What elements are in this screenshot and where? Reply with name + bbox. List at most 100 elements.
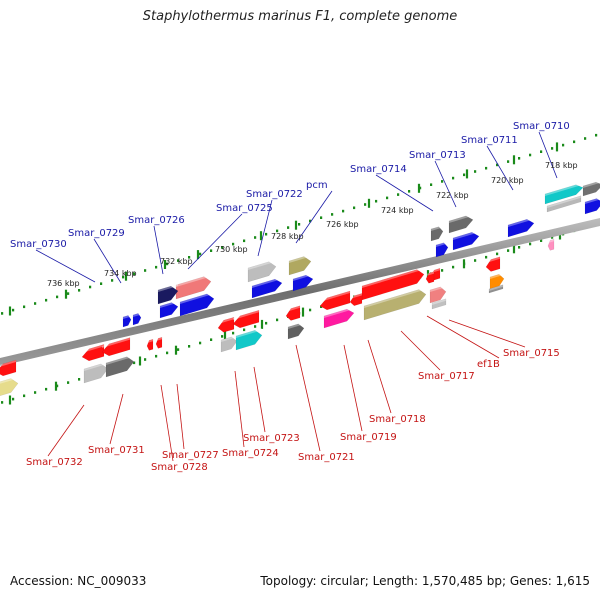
tick-row-top-dot xyxy=(12,308,15,312)
gene-feature-highlight xyxy=(289,254,311,263)
tick-row-top-dot xyxy=(408,190,411,193)
gene-feature xyxy=(319,290,351,311)
tick-row-bottom-dot xyxy=(166,351,169,355)
gene-label-smar_0713: Smar_0713 xyxy=(409,150,466,161)
tick-row-top-dot xyxy=(463,173,466,177)
tick-row-bottom-dot xyxy=(265,321,268,325)
tick-label-726kbp: 726 kbp xyxy=(326,220,359,229)
tick-row-bottom-dot xyxy=(1,401,4,404)
tick-row-top-dot xyxy=(111,279,114,282)
gene-feature xyxy=(488,284,504,294)
tick-row-top-major-tick xyxy=(294,220,298,230)
gene-feature xyxy=(101,337,131,357)
tick-row-bottom-dot xyxy=(155,354,158,358)
tick-row-top-dot xyxy=(595,133,598,137)
tick-row-top-major-tick xyxy=(259,231,263,241)
gene-feature xyxy=(323,308,355,329)
tick-row-top-dot xyxy=(320,216,323,219)
tick-row-top-dot xyxy=(144,269,147,272)
tick-row-top-dot xyxy=(441,180,444,183)
gene-feature xyxy=(430,226,444,242)
leader-line-bottom xyxy=(343,344,363,432)
gene-feature-highlight xyxy=(436,241,448,247)
tick-row-top-dot xyxy=(254,236,257,239)
tick-row-top-dot xyxy=(518,157,521,160)
tick-row-bottom-major-tick xyxy=(223,331,227,340)
gene-feature-highlight xyxy=(0,360,16,367)
tick-row-top-dot xyxy=(23,305,26,309)
tick-row-top-dot xyxy=(375,199,378,203)
gene-feature xyxy=(235,330,263,351)
tick-row-bottom-dot xyxy=(199,341,202,345)
tick-row-top-dot xyxy=(551,147,554,150)
gene-label-smar_0718: Smar_0718 xyxy=(369,414,426,425)
tick-label-730kbp: 730 kbp xyxy=(215,245,248,254)
gene-feature-highlight xyxy=(106,354,134,365)
tick-row-bottom-major-tick xyxy=(174,345,178,355)
tick-row-bottom-dot xyxy=(485,255,488,259)
tick-row-bottom-dot xyxy=(551,236,554,239)
gene-feature-highlight xyxy=(123,314,131,319)
gene-feature-highlight xyxy=(489,284,503,291)
leader-line-bottom xyxy=(109,393,124,445)
leader-line-bottom xyxy=(253,366,266,433)
tick-row-top-dot xyxy=(364,203,367,206)
tick-row-top-dot xyxy=(287,226,290,229)
tick-row-top-dot xyxy=(474,170,477,173)
backbone-band xyxy=(0,218,600,366)
gene-feature xyxy=(361,269,425,301)
tick-row-bottom-dot xyxy=(78,378,81,381)
tick-row-bottom-dot xyxy=(210,338,213,341)
tick-row-bottom-dot xyxy=(309,308,312,312)
gene-feature xyxy=(546,195,582,213)
leader-line-bottom xyxy=(448,319,526,348)
feature-layer xyxy=(0,180,600,397)
gene-feature xyxy=(0,359,17,377)
gene-feature xyxy=(425,271,435,284)
gene-feature xyxy=(435,242,449,258)
tick-row-top-dot xyxy=(221,246,224,249)
gene-label-smar_0717: Smar_0717 xyxy=(418,371,475,382)
tick-row-bottom-major-tick xyxy=(8,395,12,405)
tick-row-top-dot xyxy=(166,262,169,266)
tick-row-bottom-dot xyxy=(232,331,235,335)
tick-row-top-dot xyxy=(342,209,345,213)
gene-feature-highlight xyxy=(0,376,18,384)
gene-feature-highlight xyxy=(160,300,178,308)
backbone xyxy=(0,218,600,366)
tick-row-bottom-dot xyxy=(23,394,26,398)
tick-row-bottom-major-tick xyxy=(260,319,264,329)
gene-feature xyxy=(285,305,301,321)
gene-feature-highlight xyxy=(547,195,581,208)
gene-feature xyxy=(175,276,212,300)
gene-feature xyxy=(179,293,215,317)
gene-label-smar_0726: Smar_0726 xyxy=(128,215,185,226)
tick-row-top-major-tick xyxy=(512,155,516,165)
gene-feature-highlight xyxy=(362,267,424,288)
gene-feature xyxy=(452,232,480,251)
tick-label-734kbp: 734 kbp xyxy=(104,269,137,278)
leader-line-bottom xyxy=(400,330,441,371)
tick-row-bottom-major-tick xyxy=(462,259,466,269)
tick-row-top-dot xyxy=(89,285,92,289)
gene-feature-highlight xyxy=(248,259,276,270)
tick-label-720kbp: 720 kbp xyxy=(491,176,524,185)
gene-feature xyxy=(292,274,314,292)
accession-text: Accession: NC_009033 xyxy=(10,574,147,588)
gene-feature xyxy=(0,378,19,397)
gene-feature xyxy=(448,215,474,234)
gene-feature xyxy=(146,338,154,351)
tick-row-bottom-dot xyxy=(441,269,444,272)
gene-feature-highlight xyxy=(293,273,313,281)
gene-feature-highlight xyxy=(102,337,130,348)
tick-row-bottom-dot xyxy=(45,387,48,391)
tick-row-top-dot xyxy=(386,196,389,200)
tick-row-bottom-dot xyxy=(320,305,323,308)
gene-feature xyxy=(507,219,535,238)
tick-row-top-dot xyxy=(45,298,48,302)
tick-row-bottom-dot xyxy=(144,358,147,361)
tick-row-bottom-major-tick xyxy=(54,381,58,391)
tick-row-top-dot xyxy=(265,232,268,236)
gene-feature-highlight xyxy=(545,182,583,196)
leader-line-bottom xyxy=(234,370,245,448)
